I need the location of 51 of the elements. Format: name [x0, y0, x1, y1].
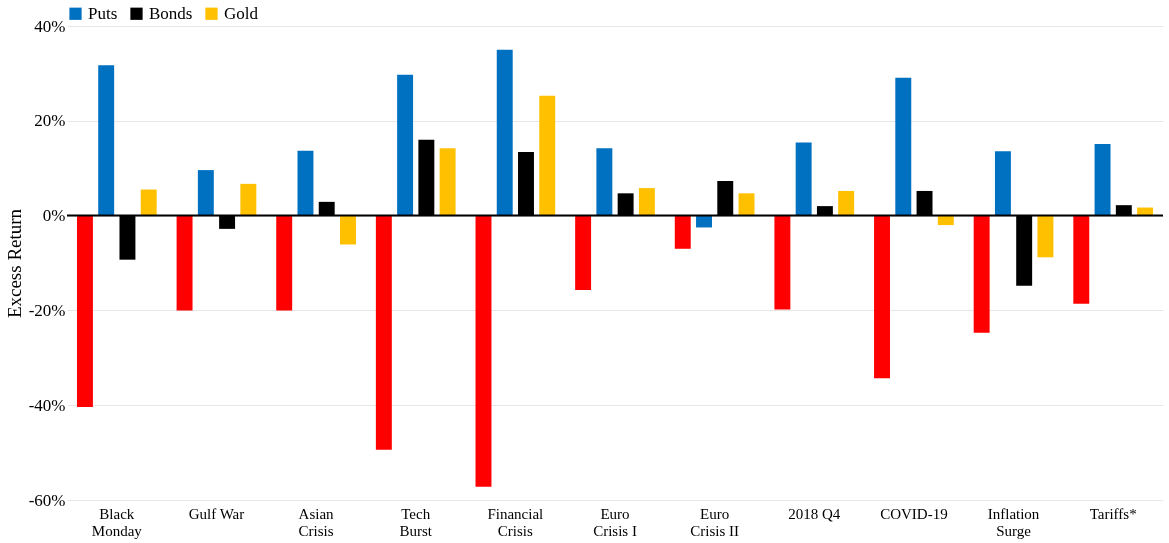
bar [738, 193, 755, 216]
x-tick-label: Euro Crisis II [690, 505, 740, 539]
x-tick-label: Financial Crisis [487, 505, 544, 539]
bar [140, 189, 157, 216]
bar [197, 170, 214, 216]
bar [340, 215, 356, 245]
bar [994, 151, 1011, 216]
bar [76, 215, 93, 408]
bar [375, 215, 392, 450]
bar [496, 49, 513, 216]
bar [638, 188, 655, 216]
bar [874, 215, 890, 379]
y-tick-label: -20% [28, 300, 66, 320]
y-tick-label: 20% [34, 111, 66, 131]
x-tick-label: Inflation Surge [987, 505, 1040, 539]
y-tick-label: -40% [28, 395, 66, 415]
bar [439, 148, 456, 216]
bar [1073, 215, 1090, 304]
bar [596, 148, 613, 216]
bar [176, 215, 193, 311]
bar [397, 74, 414, 216]
y-tick-label: 0% [42, 206, 66, 226]
bar [674, 215, 691, 249]
x-tick-label: Euro Crisis I [593, 505, 637, 539]
bar [838, 190, 855, 216]
bar [240, 183, 257, 216]
bar [895, 77, 912, 216]
bar [795, 142, 812, 216]
bar [475, 215, 492, 487]
y-tick-label: -60% [28, 490, 66, 510]
bar [1094, 144, 1111, 216]
x-tick-label: 2018 Q4 [788, 505, 841, 522]
bar [973, 215, 990, 333]
x-tick-label: COVID-19 [880, 505, 948, 522]
legend-label: Puts [88, 3, 118, 23]
bar [98, 65, 115, 216]
bar [774, 215, 791, 310]
y-tick-label: 40% [34, 16, 66, 36]
x-tick-label: Black Monday [91, 505, 143, 539]
bar [276, 215, 293, 311]
legend-label: Bonds [149, 3, 193, 23]
x-tick-label: Tech Burst [399, 505, 433, 539]
bar [297, 150, 314, 216]
bar [1037, 215, 1054, 258]
y-axis-title: Excess Return [3, 208, 25, 319]
x-tick-label: Tariffs* [1089, 505, 1137, 522]
bar [575, 215, 592, 291]
x-tick-label: Asian Crisis [298, 505, 335, 539]
legend-label: Gold [224, 3, 259, 23]
x-tick-label: Gulf War [188, 505, 245, 522]
bar [539, 95, 556, 216]
